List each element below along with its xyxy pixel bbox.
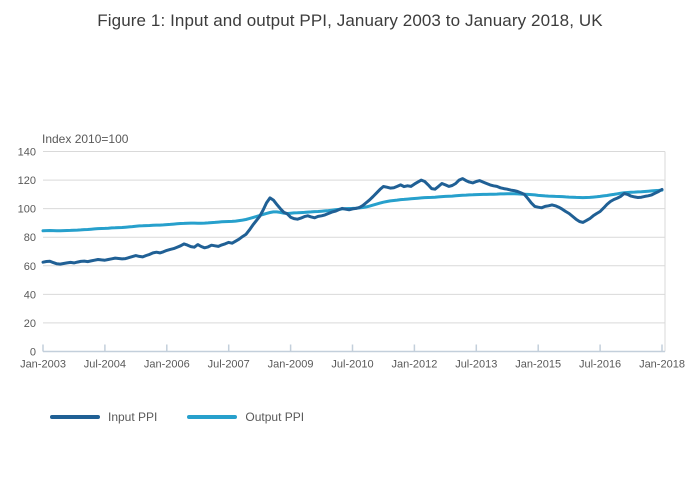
svg-text:Jul-2004: Jul-2004 [84,359,126,371]
input-ppi-line [41,177,664,266]
legend-label-output-ppi: Output PPI [245,410,305,424]
svg-text:40: 40 [24,289,36,301]
y-axis-title: Index 2010=100 [42,132,129,146]
svg-text:20: 20 [24,318,36,330]
svg-text:100: 100 [18,204,36,216]
svg-text:Jan-2012: Jan-2012 [391,359,437,371]
svg-text:Jan-2009: Jan-2009 [268,359,314,371]
svg-text:Jul-2007: Jul-2007 [208,359,250,371]
svg-text:Jan-2015: Jan-2015 [515,359,561,371]
legend-item-output-ppi[interactable]: Output PPI [187,410,304,424]
x-tick-labels: Jan-2003 Jul-2004 Jan-2006 Jul-2007 Jan-2009… [20,359,685,371]
svg-text:Jan-2006: Jan-2006 [144,359,190,371]
svg-text:Jan-2003: Jan-2003 [20,359,66,371]
svg-text:60: 60 [24,261,36,273]
svg-text:80: 80 [24,232,36,244]
svg-text:140: 140 [18,147,36,159]
input-ppi-line-swatch [50,415,100,419]
svg-text:Jan-2018: Jan-2018 [639,359,685,371]
svg-text:0: 0 [30,347,36,359]
output-ppi-line-swatch [187,415,238,419]
x-axis [42,344,665,353]
y-tick-labels: 0 20 40 60 80 100 120 140 [18,147,36,359]
chart-title: Figure 1: Input and output PPI, January … [97,11,603,30]
svg-text:Jul-2016: Jul-2016 [579,359,621,371]
legend-label-input-ppi: Input PPI [108,410,158,424]
svg-text:Jul-2013: Jul-2013 [455,359,497,371]
gridlines [43,151,666,352]
svg-text:Jul-2010: Jul-2010 [331,359,373,371]
svg-text:120: 120 [18,175,36,187]
legend-item-input-ppi[interactable]: Input PPI [50,410,157,424]
chart-legend: Input PPI Output PPI [50,410,304,424]
